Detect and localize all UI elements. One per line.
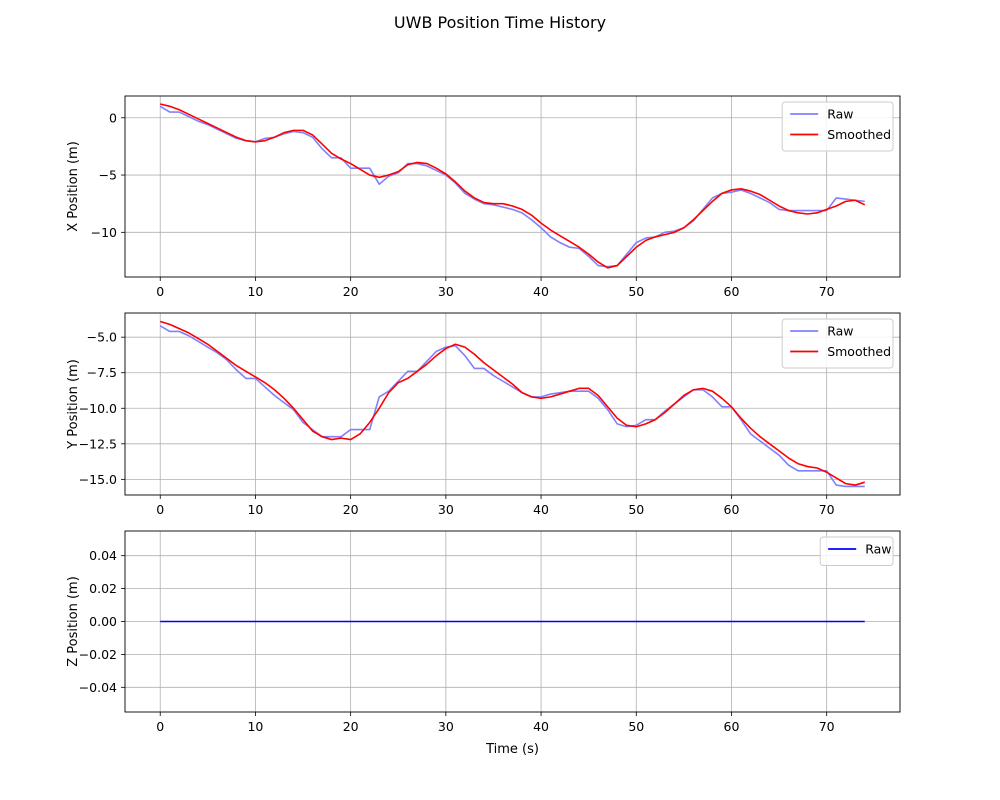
panel-z: 0 10 20 30 40 50 60 70 0.04 0.02 0.00 −0.02 −0.04 Z P… bbox=[66, 530, 901, 757]
series-line-raw bbox=[159, 105, 865, 268]
x-axis-label: Time (s) bbox=[485, 742, 539, 757]
y-tick-label: −10 bbox=[91, 225, 117, 240]
series-line-smoothed bbox=[160, 320, 865, 486]
panel-y: 0 10 20 30 40 50 60 70 −5.0 −7.5 −10.0 −12.5 −15.0 Y … bbox=[66, 312, 901, 517]
x-tick-label: 70 bbox=[819, 284, 835, 299]
x-tick-label: 0 bbox=[156, 719, 164, 734]
legend: Raw Smoothed bbox=[781, 101, 894, 152]
legend-box bbox=[819, 536, 894, 566]
x-tick-label: 40 bbox=[533, 284, 549, 299]
series-line-smoothed bbox=[160, 103, 866, 269]
y-tick-label: −12.5 bbox=[79, 436, 117, 451]
x-tick-label: 0 bbox=[156, 284, 164, 299]
x-tick-label: 60 bbox=[724, 284, 740, 299]
y-tick-label: 0 bbox=[109, 110, 117, 125]
y-tick-label: −5 bbox=[99, 168, 117, 183]
x-tick-label: 60 bbox=[724, 719, 740, 734]
x-tick-label: 50 bbox=[628, 502, 644, 517]
legend-label: Raw bbox=[827, 324, 853, 339]
x-tick-label: 20 bbox=[343, 719, 359, 734]
x-tick-label: 70 bbox=[819, 719, 835, 734]
legend-label: Raw bbox=[865, 542, 891, 557]
y-tick-label: −5.0 bbox=[87, 330, 117, 345]
y-tick-label: −7.5 bbox=[87, 365, 117, 380]
x-tick-label: 50 bbox=[628, 719, 644, 734]
x-tick-label: 40 bbox=[533, 502, 549, 517]
y-tick-label: −0.02 bbox=[79, 647, 117, 662]
y-tick-label: −10.0 bbox=[79, 401, 117, 416]
legend: Raw Smoothed bbox=[781, 318, 894, 369]
figure-title: UWB Position Time History bbox=[393, 13, 607, 32]
y-tick-label: 0.02 bbox=[89, 581, 117, 596]
axes-frame bbox=[124, 312, 901, 496]
legend: Raw bbox=[819, 536, 894, 566]
x-tick-label: 40 bbox=[533, 719, 549, 734]
y-tick-label: 0.00 bbox=[89, 614, 117, 629]
series-line-raw bbox=[159, 325, 865, 488]
x-tick-label: 10 bbox=[247, 502, 263, 517]
x-tick-label: 30 bbox=[438, 502, 454, 517]
y-tick-label: 0.04 bbox=[89, 548, 117, 563]
x-tick-label: 60 bbox=[724, 502, 740, 517]
x-tick-label: 0 bbox=[156, 502, 164, 517]
legend-label: Smoothed bbox=[827, 127, 891, 142]
y-axis-label: Y Position (m) bbox=[66, 359, 81, 450]
legend-label: Raw bbox=[827, 107, 853, 122]
x-tick-label: 30 bbox=[438, 719, 454, 734]
y-axis-label: X Position (m) bbox=[66, 141, 81, 232]
x-tick-label: 50 bbox=[628, 284, 644, 299]
x-tick-label: 10 bbox=[247, 719, 263, 734]
x-tick-label: 70 bbox=[819, 502, 835, 517]
y-tick-label: −0.04 bbox=[79, 680, 117, 695]
panel-x: 0 10 20 30 40 50 60 70 0 −5 −10 X Position (m) Raw Sm… bbox=[66, 95, 901, 299]
x-tick-label: 30 bbox=[438, 284, 454, 299]
x-tick-label: 10 bbox=[247, 284, 263, 299]
legend-label: Smoothed bbox=[827, 344, 891, 359]
x-tick-label: 20 bbox=[343, 284, 359, 299]
x-tick-label: 20 bbox=[343, 502, 359, 517]
y-axis-label: Z Position (m) bbox=[66, 576, 81, 667]
axes-frame bbox=[124, 95, 901, 278]
axes-frame bbox=[124, 530, 901, 713]
y-tick-label: −15.0 bbox=[79, 472, 117, 487]
